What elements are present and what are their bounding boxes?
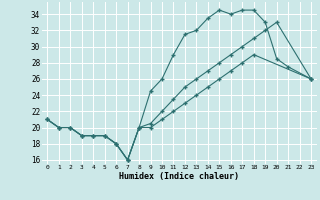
X-axis label: Humidex (Indice chaleur): Humidex (Indice chaleur) bbox=[119, 172, 239, 181]
